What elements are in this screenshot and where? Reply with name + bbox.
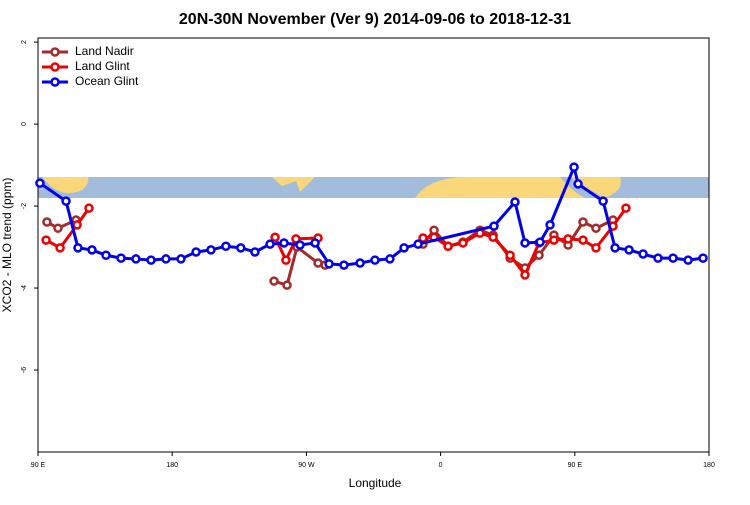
point [72,220,82,230]
point [295,240,305,250]
point [520,270,530,280]
y-tick-label: -6 [21,367,28,373]
point [291,234,301,244]
x-tick-label: 180 [166,462,178,469]
legend-label: Land Glint [75,59,130,73]
legend-marker [50,77,60,87]
point [573,179,583,189]
point [545,220,555,230]
point [73,243,83,253]
point [621,203,631,213]
point [87,245,97,255]
point [53,223,63,233]
legend-marker [50,47,60,57]
point [653,253,663,263]
point [443,241,453,251]
y-tick-label: -2 [21,203,28,209]
legend-label: Ocean Glint [75,74,139,88]
point [270,232,280,242]
x-tick-label: 90 E [568,462,583,469]
point [563,234,573,244]
point [146,255,156,265]
point [279,238,289,248]
point [578,235,588,245]
point [638,249,648,259]
point [281,255,291,265]
point [610,243,620,253]
point [282,280,292,290]
point [269,276,279,286]
point [591,223,601,233]
point [339,260,349,270]
point [84,203,94,213]
x-axis-label: Longitude [349,476,402,490]
point [535,237,545,247]
point [324,259,334,269]
x-tick-label: 0 [439,462,443,469]
legend-label: Land Nadir [75,44,134,58]
map-strip [38,176,709,198]
point [510,197,520,207]
point [370,255,380,265]
x-tick-label: 90 W [298,462,315,469]
point [101,250,111,260]
point [42,217,52,227]
point [413,239,423,249]
point [310,238,320,248]
y-axis-label: XCO2 - MLO trend (ppm) [0,178,14,313]
point [569,162,579,172]
point [488,232,498,242]
point [591,243,601,253]
y-tick-label: 2 [21,40,28,44]
legend-marker [50,62,60,72]
point [578,217,588,227]
point [698,253,708,263]
x-tick-label: 90 E [31,462,46,469]
point [206,245,216,255]
point [265,239,275,249]
point [505,250,515,260]
point [236,243,246,253]
point [598,196,608,206]
point [116,253,126,263]
point [55,243,65,253]
point [35,178,45,188]
point [61,196,71,206]
point [534,250,544,260]
chart-title: 20N-30N November (Ver 9) 2014-09-06 to 2… [179,11,571,28]
point [250,247,260,257]
point [683,255,693,265]
point [489,221,499,231]
point [458,238,468,248]
point [161,254,171,264]
point [399,243,409,253]
point [191,247,201,257]
y-tick-label: -4 [21,285,28,291]
point [131,254,141,264]
point [624,245,634,255]
point [355,258,365,268]
y-tick-label: 0 [21,122,28,126]
x-tick-label: 180 [703,462,715,469]
point [520,238,530,248]
point [221,241,231,251]
point [549,235,559,245]
point [176,254,186,264]
point [41,235,51,245]
point [385,254,395,264]
plot-frame [37,37,710,453]
point [668,253,678,263]
